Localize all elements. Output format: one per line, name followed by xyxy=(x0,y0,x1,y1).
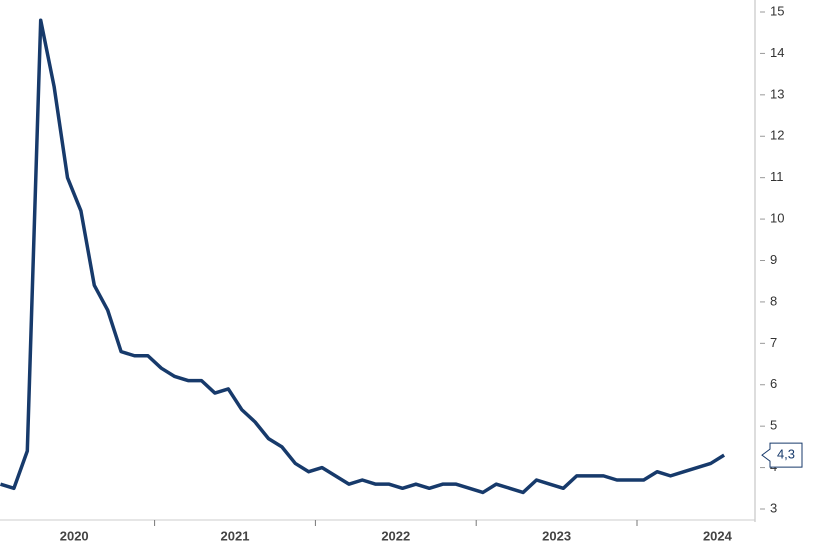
value-label: 4,3 xyxy=(777,447,795,462)
x-tick-label: 2020 xyxy=(60,528,89,543)
y-tick-label: 11 xyxy=(770,169,784,184)
y-tick-label: 3 xyxy=(770,500,777,515)
y-tick-label: 14 xyxy=(770,45,784,60)
line xyxy=(0,18,726,495)
x-tick-label: 2024 xyxy=(703,528,733,543)
y-tick-label: 6 xyxy=(770,376,777,391)
value-label-box xyxy=(761,442,803,468)
y-tick-label: 5 xyxy=(770,418,777,433)
y-tick-label: 15 xyxy=(770,3,784,18)
y-tick-label: 9 xyxy=(770,252,777,267)
x-tick-label: 2023 xyxy=(542,528,571,543)
y-tick-label: 8 xyxy=(770,293,777,308)
y-tick-label: 12 xyxy=(770,128,784,143)
y-tick-label: 7 xyxy=(770,335,777,350)
x-tick-label: 2021 xyxy=(221,528,250,543)
x-tick-label: 2022 xyxy=(381,528,410,543)
y-tick-label: 10 xyxy=(770,211,784,226)
y-tick-label: 13 xyxy=(770,86,784,101)
